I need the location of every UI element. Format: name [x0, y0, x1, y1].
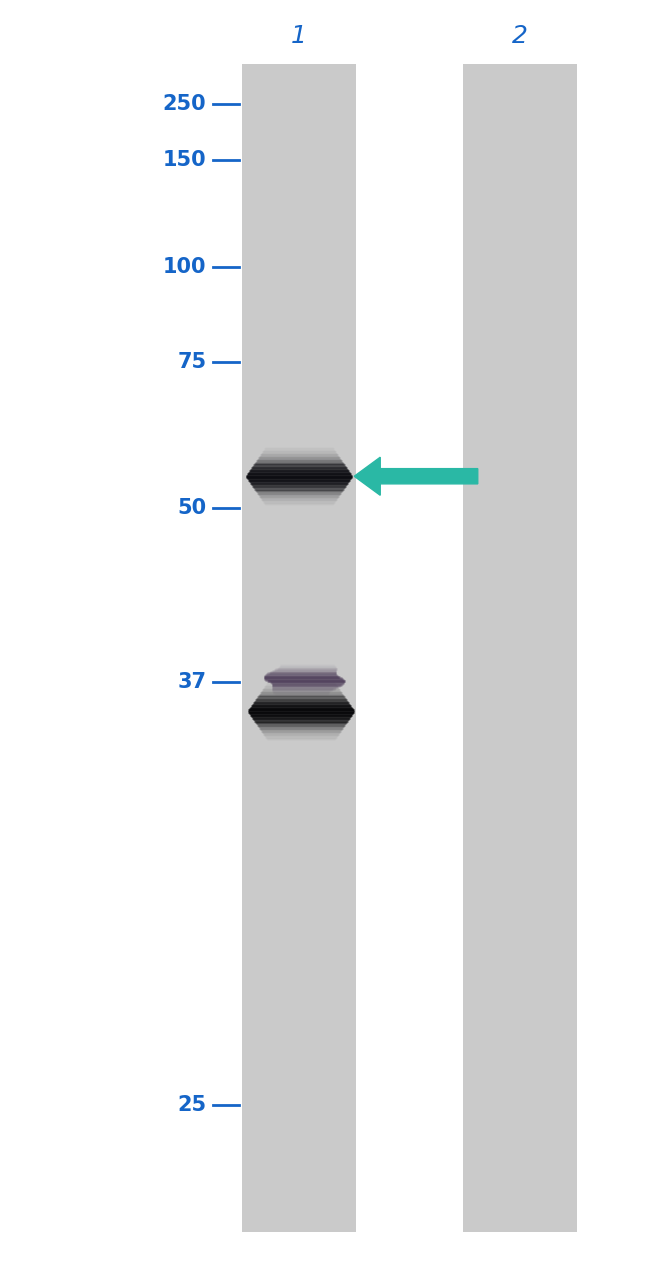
Text: 50: 50	[177, 498, 207, 518]
Text: 100: 100	[163, 257, 207, 277]
Text: 250: 250	[162, 94, 207, 114]
Text: 1: 1	[291, 24, 307, 47]
FancyArrow shape	[354, 457, 478, 495]
Bar	[242, 64, 356, 1232]
Text: 2: 2	[512, 24, 528, 47]
Text: 150: 150	[162, 150, 207, 170]
Text: 25: 25	[177, 1095, 207, 1115]
Bar	[463, 64, 577, 1232]
Text: 75: 75	[177, 352, 207, 372]
Text: 37: 37	[177, 672, 207, 692]
